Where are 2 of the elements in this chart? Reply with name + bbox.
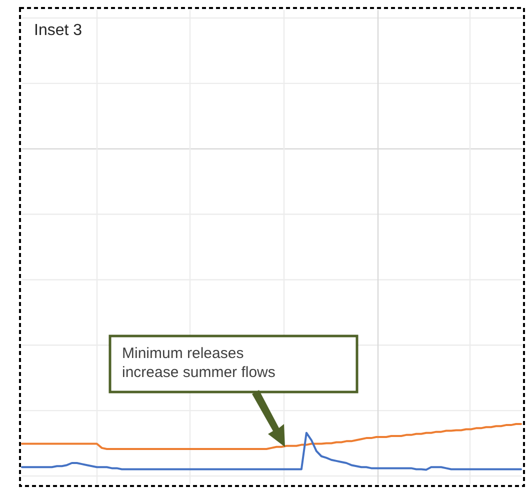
chart-title: Inset 3 — [34, 22, 82, 39]
text: Minimum releases increase summer flows — [122, 345, 276, 381]
